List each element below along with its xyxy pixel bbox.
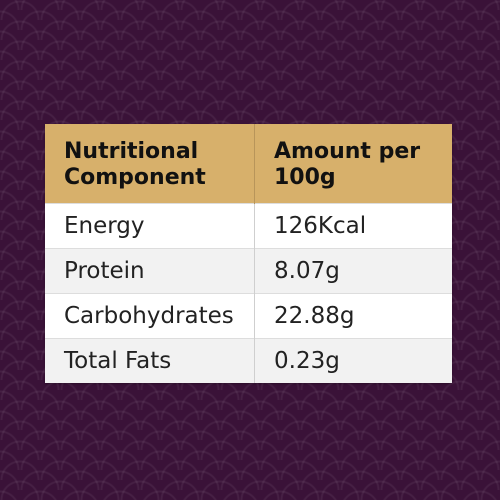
row-component-cell: Energy <box>45 203 255 249</box>
nutrition-table: Nutritional Component Amount per 100g En… <box>45 124 452 383</box>
row-component-cell: Total Fats <box>45 338 255 383</box>
row-component-cell: Protein <box>45 248 255 294</box>
table-row: Protein 8.07g <box>45 248 452 294</box>
table-header-row: Nutritional Component Amount per 100g <box>45 124 452 204</box>
table-row: Energy 126Kcal <box>45 203 452 249</box>
table-row: Total Fats 0.23g <box>45 338 452 383</box>
row-amount-cell: 22.88g <box>254 293 452 339</box>
row-amount-cell: 0.23g <box>254 338 452 383</box>
row-amount-cell: 126Kcal <box>254 203 452 249</box>
row-component-cell: Carbohydrates <box>45 293 255 339</box>
table-row: Carbohydrates 22.88g <box>45 293 452 339</box>
header-nutritional-component: Nutritional Component <box>45 124 255 204</box>
row-amount-cell: 8.07g <box>254 248 452 294</box>
header-amount-per-100g: Amount per 100g <box>254 124 452 204</box>
